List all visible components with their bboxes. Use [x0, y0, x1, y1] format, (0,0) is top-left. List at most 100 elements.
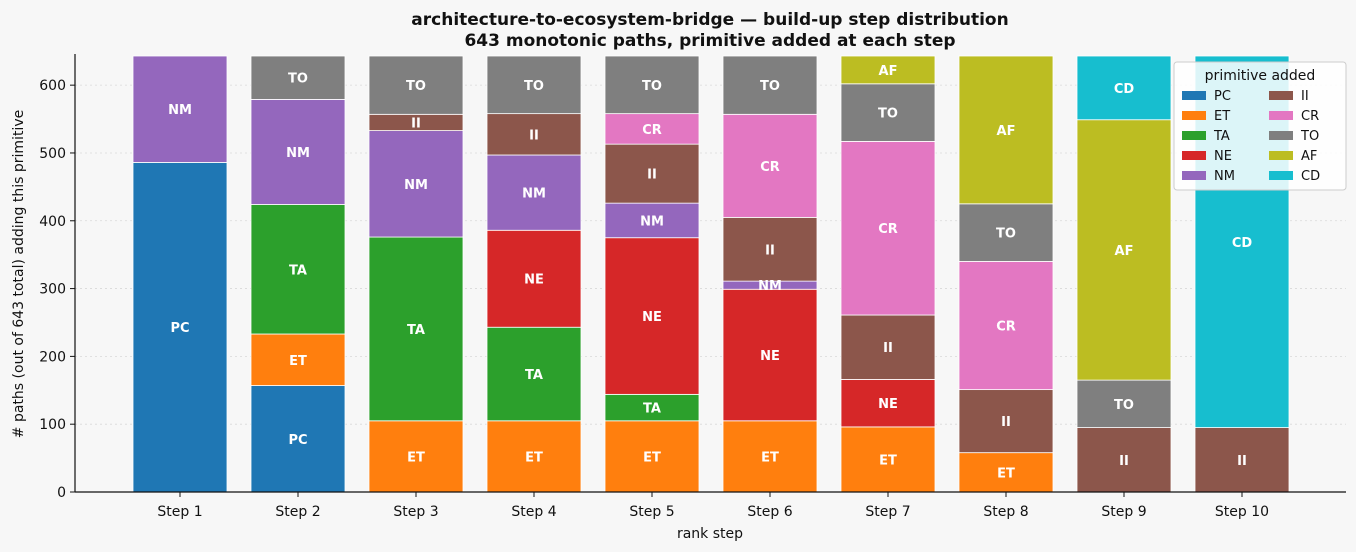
- segment-label-to: TO: [996, 227, 1016, 242]
- bar-segment-cr: [958, 261, 1054, 391]
- segment-label-ne: NE: [642, 310, 662, 325]
- segment-label-to: TO: [288, 72, 308, 87]
- legend-label-af: AF: [1301, 149, 1317, 164]
- legend-label-ta: TA: [1213, 129, 1230, 144]
- segment-label-ta: TA: [407, 323, 425, 338]
- legend-swatch-ta: [1182, 131, 1206, 140]
- bar-segment-nm: [604, 202, 700, 239]
- segment-label-et: ET: [997, 466, 1015, 481]
- bar-segment-ne: [604, 237, 700, 395]
- segment-label-et: ET: [407, 450, 425, 465]
- legend-label-to: TO: [1300, 129, 1319, 144]
- segment-label-ii: II: [647, 168, 657, 183]
- segment-label-af: AF: [879, 64, 898, 79]
- bar-segment-af: [1076, 119, 1172, 381]
- segment-label-to: TO: [642, 79, 662, 94]
- segment-label-af: AF: [997, 124, 1016, 139]
- x-axis-label: rank step: [677, 526, 743, 542]
- x-tick-label: Step 8: [983, 504, 1028, 520]
- segment-label-ta: TA: [525, 368, 543, 383]
- segment-label-nm: NM: [522, 187, 546, 202]
- legend-swatch-et: [1182, 111, 1206, 120]
- bar-segment-to: [722, 55, 818, 115]
- segment-label-to: TO: [406, 79, 426, 94]
- bar-segment-cr: [840, 141, 936, 316]
- bar-segment-af: [958, 55, 1054, 205]
- segment-label-nm: NM: [168, 103, 192, 118]
- segment-label-ta: TA: [643, 402, 661, 417]
- y-tick-label: 400: [39, 214, 66, 230]
- bar-segment-et: [250, 333, 346, 386]
- axes: [74, 54, 1346, 493]
- bar-segment-et: [486, 420, 582, 493]
- legend-swatch-cr: [1269, 111, 1293, 120]
- segment-label-to: TO: [878, 107, 898, 122]
- bar-segment-ta: [250, 204, 346, 335]
- segment-label-nm: NM: [286, 146, 310, 161]
- bar-segment-nm: [132, 55, 228, 163]
- x-tick-label: Step 5: [629, 504, 674, 520]
- bar-segment-cr: [604, 113, 700, 145]
- segment-label-nm: NM: [640, 214, 664, 229]
- bar-segment-cd: [1076, 55, 1172, 121]
- x-tick-label: Step 1: [157, 504, 202, 520]
- legend-swatch-cd: [1269, 171, 1293, 180]
- bar-segment-et: [958, 452, 1054, 493]
- bar-segment-ta: [486, 326, 582, 422]
- segment-label-et: ET: [289, 354, 307, 369]
- bar-segment-ta: [604, 393, 700, 422]
- segment-label-ne: NE: [524, 273, 544, 288]
- bar-segment-ne: [840, 379, 936, 428]
- bar-segment-to: [604, 55, 700, 115]
- legend-swatch-pc: [1182, 91, 1206, 100]
- segment-label-et: ET: [761, 450, 779, 465]
- y-tick-label: 200: [39, 349, 66, 365]
- bar-segment-af: [840, 55, 936, 85]
- bars: [132, 55, 1290, 493]
- segment-label-cd: CD: [1232, 236, 1253, 251]
- segment-label-cr: CR: [760, 160, 780, 175]
- legend-swatch-af: [1269, 151, 1293, 160]
- bar-segment-et: [840, 426, 936, 493]
- y-tick-label: 600: [39, 78, 66, 94]
- y-axis-label: # paths (out of 643 total) adding this p…: [11, 110, 27, 438]
- legend-swatch-ii: [1269, 91, 1293, 100]
- segment-label-cd: CD: [1114, 82, 1135, 97]
- legend-title: primitive added: [1205, 68, 1316, 84]
- bar-segment-nm: [250, 98, 346, 205]
- segment-label-cr: CR: [642, 123, 662, 138]
- segment-label-ii: II: [1001, 415, 1011, 430]
- y-ticks: 0 100 200 300 400 500 600: [39, 78, 75, 501]
- legend: primitive added PC ET TA NE NM II CR TO AF CD: [1173, 61, 1347, 191]
- x-ticks: Step 1 Step 2 Step 3 Step 4 Step 5 Step 6 Step…: [157, 492, 1269, 520]
- legend-label-ii: II: [1301, 89, 1309, 104]
- bar-segment-ii: [840, 314, 936, 380]
- legend-label-nm: NM: [1214, 169, 1235, 184]
- segment-label-ii: II: [529, 128, 539, 143]
- segment-label-et: ET: [525, 450, 543, 465]
- x-tick-label: Step 10: [1215, 504, 1269, 520]
- segment-label-ne: NE: [878, 397, 898, 412]
- segment-label-ii: II: [411, 116, 421, 131]
- bar-segment-et: [722, 420, 818, 493]
- bar-segment-ii: [1194, 427, 1290, 493]
- segment-labels: PC NM PC ET TA NM TO ET TA NM II TO ET TA NE NM II TO ET TA…: [168, 64, 1252, 481]
- y-tick-label: 0: [57, 485, 66, 501]
- y-tick-label: 300: [39, 282, 66, 298]
- segment-label-pc: PC: [170, 321, 189, 336]
- y-tick-label: 100: [39, 417, 66, 433]
- bar-segment-ta: [368, 236, 464, 422]
- chart-title: architecture-to-ecosystem-bridge — build…: [411, 10, 1008, 30]
- segment-label-et: ET: [879, 453, 897, 468]
- segment-label-ii: II: [1237, 454, 1247, 469]
- segment-label-pc: PC: [288, 433, 307, 448]
- bar-segment-to: [486, 55, 582, 115]
- legend-box: [1173, 61, 1347, 191]
- bar-segment-nm: [368, 130, 464, 238]
- bar-segment-pc: [132, 162, 228, 493]
- segment-label-nm: NM: [404, 178, 428, 193]
- legend-label-et: ET: [1214, 109, 1230, 124]
- bar-segment-cr: [722, 113, 818, 218]
- legend-label-ne: NE: [1214, 149, 1232, 164]
